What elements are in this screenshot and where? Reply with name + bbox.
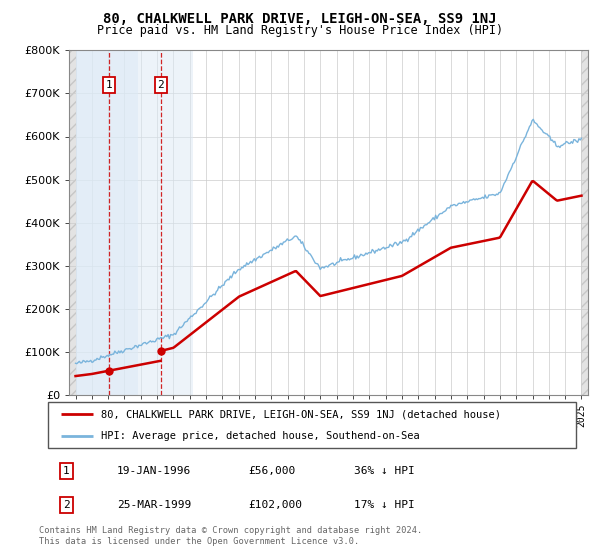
Text: 17% ↓ HPI: 17% ↓ HPI [354,500,415,510]
Text: £56,000: £56,000 [248,466,296,475]
Text: HPI: Average price, detached house, Southend-on-Sea: HPI: Average price, detached house, Sout… [101,431,419,441]
Bar [69,50,76,395]
Bar [137,50,193,395]
Text: £102,000: £102,000 [248,500,302,510]
Bar [76,50,137,395]
Text: 2: 2 [158,80,164,90]
Text: 25-MAR-1999: 25-MAR-1999 [116,500,191,510]
Text: 1: 1 [63,466,70,475]
FancyBboxPatch shape [48,402,576,448]
Text: 80, CHALKWELL PARK DRIVE, LEIGH-ON-SEA, SS9 1NJ (detached house): 80, CHALKWELL PARK DRIVE, LEIGH-ON-SEA, … [101,409,501,419]
Bar [581,50,588,395]
Text: 1: 1 [106,80,112,90]
Text: 19-JAN-1996: 19-JAN-1996 [116,466,191,475]
Text: 36% ↓ HPI: 36% ↓ HPI [354,466,415,475]
Text: 2: 2 [63,500,70,510]
Text: Price paid vs. HM Land Registry's House Price Index (HPI): Price paid vs. HM Land Registry's House … [97,24,503,37]
Text: Contains HM Land Registry data © Crown copyright and database right 2024.
This d: Contains HM Land Registry data © Crown c… [39,526,422,546]
Text: 80, CHALKWELL PARK DRIVE, LEIGH-ON-SEA, SS9 1NJ: 80, CHALKWELL PARK DRIVE, LEIGH-ON-SEA, … [103,12,497,26]
